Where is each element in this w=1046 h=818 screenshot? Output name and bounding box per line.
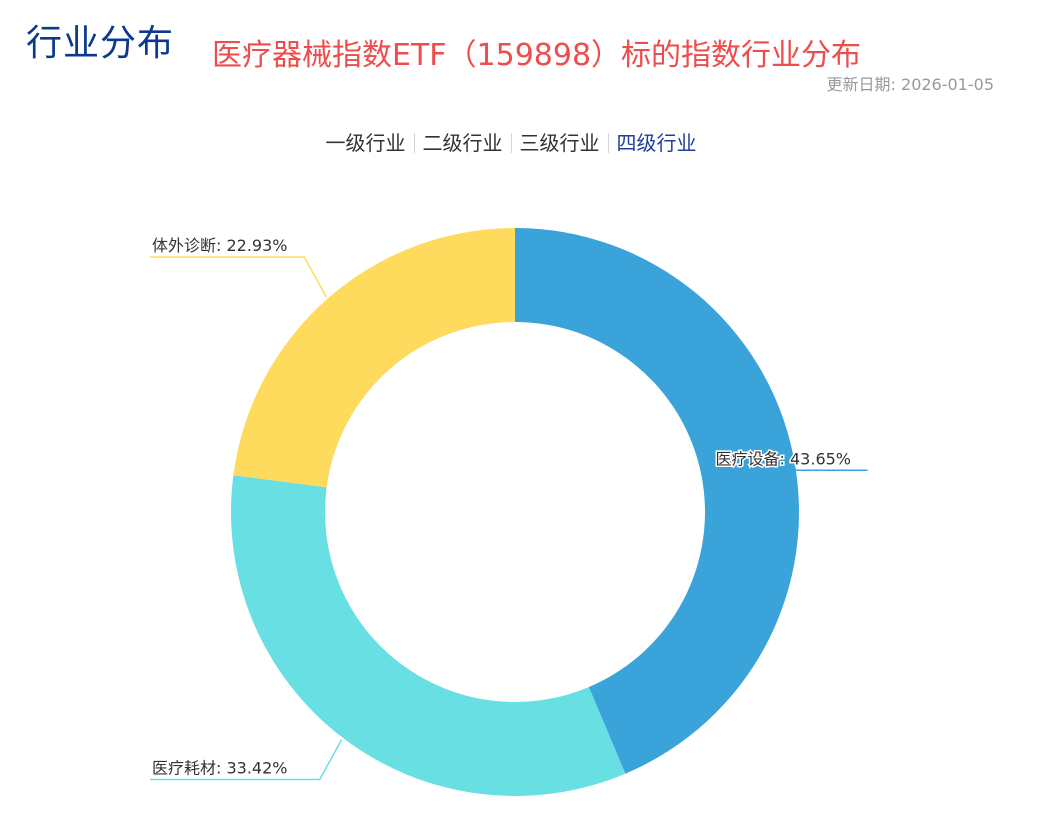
tab-level-3[interactable]: 三级行业 xyxy=(519,131,600,155)
tab-separator xyxy=(413,132,415,153)
donut-slice-2[interactable] xyxy=(230,475,626,796)
donut-slice-1[interactable] xyxy=(515,228,800,774)
slice-label-3: 体外诊断: 22.93% xyxy=(152,236,288,255)
industry-level-tabs: 一级行业 二级行业 三级行业 四级行业 xyxy=(0,127,1022,156)
slice-label-2: 医疗耗材: 33.42% xyxy=(152,759,288,778)
slice-label-1: 医疗设备: 43.65% xyxy=(716,449,852,468)
tab-level-1[interactable]: 一级行业 xyxy=(325,131,406,155)
leader-line-3 xyxy=(150,256,327,298)
leader-line-2 xyxy=(150,739,343,781)
update-date: 更新日期: 2026-01-05 xyxy=(826,75,994,94)
donut-slice-3[interactable] xyxy=(233,227,516,488)
tab-separator xyxy=(510,132,512,153)
tab-separator xyxy=(607,132,609,153)
tab-level-2[interactable]: 二级行业 xyxy=(422,131,503,155)
tab-level-4[interactable]: 四级行业 xyxy=(616,131,697,155)
chart-title: 医疗器械指数ETF（159898）标的指数行业分布 xyxy=(212,38,862,73)
section-heading: 行业分布 xyxy=(26,23,175,64)
